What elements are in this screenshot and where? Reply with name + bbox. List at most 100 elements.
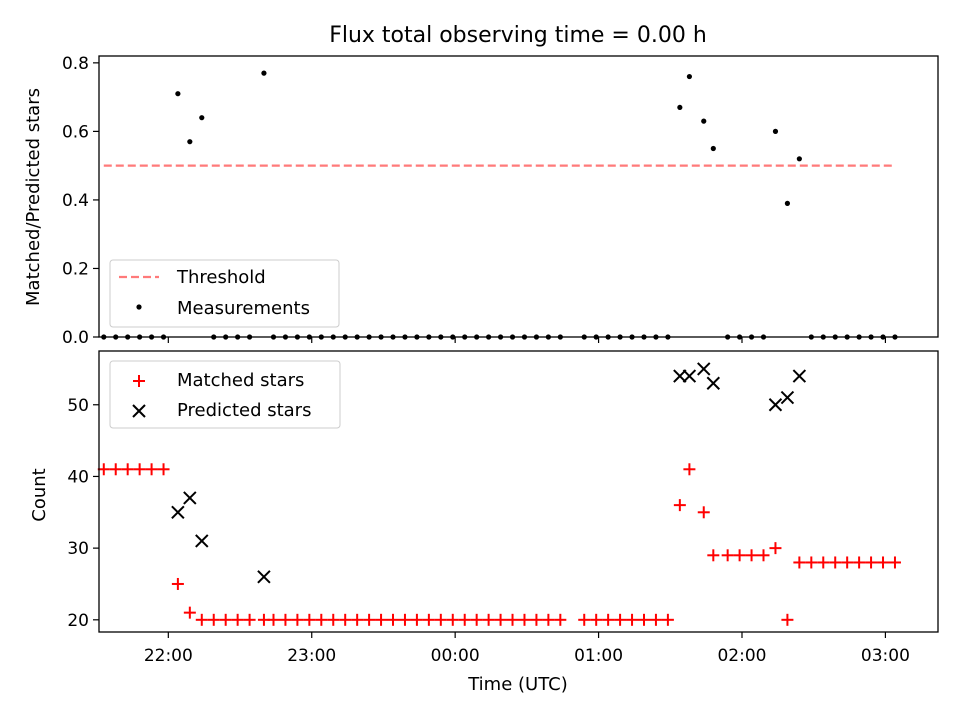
threshold-legend-label: Threshold [176, 267, 266, 288]
predicted-legend-swatch [132, 404, 146, 418]
matched-star-point [303, 613, 316, 626]
predicted-star-point [792, 369, 807, 383]
matched-star-point [707, 549, 720, 562]
matched-star-point [793, 556, 806, 569]
matched-star-point [865, 556, 878, 569]
x-tick-label: 22:00 [144, 646, 193, 666]
predicted-star-point [673, 369, 687, 383]
bottom-x-ticks: 22:00 23:00 00:00 01:00 02:00 03:00 [144, 632, 910, 666]
matched-star-point [637, 613, 650, 626]
matched-star-point [133, 463, 146, 476]
y-tick-label: 0.0 [62, 328, 89, 348]
matched-legend-swatch [133, 375, 145, 387]
measurements-legend-swatch [136, 304, 142, 310]
matched-star-point [829, 556, 842, 569]
matched-star-point [554, 613, 567, 626]
matched-star-point [145, 463, 158, 476]
matched-star-point [817, 556, 830, 569]
matched-star-point [781, 613, 794, 626]
predicted-star-point [195, 534, 209, 548]
matched-star-point [231, 613, 244, 626]
bottom-axes-frame [98, 350, 939, 633]
top-y-ticks: 0.0 0.2 0.4 0.6 0.8 [62, 54, 99, 348]
matched-star-point [157, 463, 170, 476]
measurement-point [175, 91, 181, 97]
matched-star-point [805, 556, 818, 569]
x-tick-label: 02:00 [717, 646, 766, 666]
matched-star-point [219, 613, 232, 626]
matched-star-point [769, 542, 782, 555]
y-tick-label: 40 [67, 467, 89, 487]
predicted-star-point [682, 369, 697, 383]
matched-star-point [494, 613, 507, 626]
top-axes-frame [98, 55, 939, 338]
predicted-star-point [257, 570, 271, 584]
top-panel: 0.00.20.40.60.8 Matched/Predicted stars … [23, 54, 939, 348]
matched-star-point [470, 613, 483, 626]
matched-star-point [121, 463, 134, 476]
x-tick-label: 23:00 [287, 646, 336, 666]
bottom-legend: Matched stars Predicted stars [109, 360, 341, 429]
predicted-star-point [768, 398, 783, 412]
chart-title: Flux total observing time = 0.00 h [329, 23, 707, 48]
predicted-star-point [780, 390, 795, 405]
predicted-star-point [171, 505, 185, 519]
matched-star-point [853, 556, 866, 569]
matched-star-point [109, 463, 122, 476]
matched-star-point [877, 556, 890, 569]
top-legend: Threshold Measurements [109, 259, 340, 328]
y-tick-label: 0.6 [62, 122, 89, 142]
measurement-point [710, 145, 716, 152]
x-tick-label: 01:00 [574, 646, 623, 666]
bottom-y-axis-label: Count [29, 468, 50, 521]
matched-star-point [207, 613, 220, 626]
measurement-point [796, 156, 802, 162]
matched-star-point [578, 613, 591, 626]
measurement-point [686, 73, 693, 80]
matched-star-point [291, 613, 304, 626]
y-tick-label: 20 [67, 611, 89, 631]
matched-star-point [721, 549, 734, 562]
matched-star-point [327, 613, 340, 626]
matched-star-point [97, 463, 110, 476]
measurement-point [199, 115, 205, 121]
matched-star-point [614, 613, 627, 626]
measurements-legend-label: Measurements [177, 298, 310, 319]
matched-star-point [339, 613, 352, 626]
bottom-legend-box [109, 360, 341, 429]
y-tick-label: 30 [67, 539, 89, 559]
y-tick-label: 0.4 [62, 191, 89, 211]
matched-star-point [757, 549, 770, 562]
matched-star-point [506, 613, 519, 626]
matched-star-point [530, 613, 543, 626]
y-tick-label: 50 [67, 396, 89, 416]
matched-star-point [398, 613, 411, 626]
matched-star-point [195, 613, 208, 626]
y-tick-label: 0.2 [62, 259, 89, 279]
top-x-ticks [167, 337, 887, 343]
matched-star-point [171, 577, 184, 590]
measurement-point [261, 70, 267, 76]
x-axis-label: Time (UTC) [467, 674, 568, 695]
matched-star-point [446, 613, 459, 626]
measurement-point [677, 104, 683, 111]
measurement-point [784, 200, 791, 206]
predicted-star-point [706, 376, 721, 390]
matched-star-point [267, 613, 280, 626]
matched-star-point [422, 613, 435, 626]
top-y-axis-label: Matched/Predicted stars [23, 88, 44, 306]
matched-star-point [602, 613, 615, 626]
matched-star-point [841, 556, 854, 569]
measurement-point [187, 139, 193, 145]
predicted-star-point [697, 362, 711, 376]
matched-star-point [183, 606, 196, 619]
matched-star-point [315, 613, 328, 626]
matched-star-point [673, 499, 686, 512]
matched-star-point [363, 613, 376, 626]
y-tick-label: 0.8 [62, 54, 89, 74]
matched-star-point [434, 613, 447, 626]
matched-star-point [351, 613, 364, 626]
matched-star-point [733, 549, 746, 562]
